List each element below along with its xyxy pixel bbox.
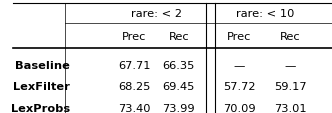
Text: 69.45: 69.45	[163, 82, 195, 92]
Text: LexProbs: LexProbs	[11, 103, 70, 113]
Text: LexFilter: LexFilter	[13, 82, 70, 92]
Text: —: —	[285, 61, 296, 71]
Text: 57.72: 57.72	[223, 82, 256, 92]
Text: 68.25: 68.25	[118, 82, 150, 92]
Text: 70.09: 70.09	[223, 103, 256, 113]
Text: Prec: Prec	[122, 31, 146, 41]
Text: rare: < 10: rare: < 10	[236, 9, 294, 19]
Text: 66.35: 66.35	[163, 61, 195, 71]
Text: 73.99: 73.99	[162, 103, 195, 113]
Text: 73.40: 73.40	[118, 103, 150, 113]
Text: rare: < 2: rare: < 2	[131, 9, 182, 19]
Text: 67.71: 67.71	[118, 61, 150, 71]
Text: Baseline: Baseline	[15, 61, 70, 71]
Text: —: —	[234, 61, 245, 71]
Text: Rec: Rec	[280, 31, 301, 41]
Text: 59.17: 59.17	[274, 82, 307, 92]
Text: 73.01: 73.01	[274, 103, 307, 113]
Text: Rec: Rec	[168, 31, 189, 41]
Text: Prec: Prec	[227, 31, 252, 41]
